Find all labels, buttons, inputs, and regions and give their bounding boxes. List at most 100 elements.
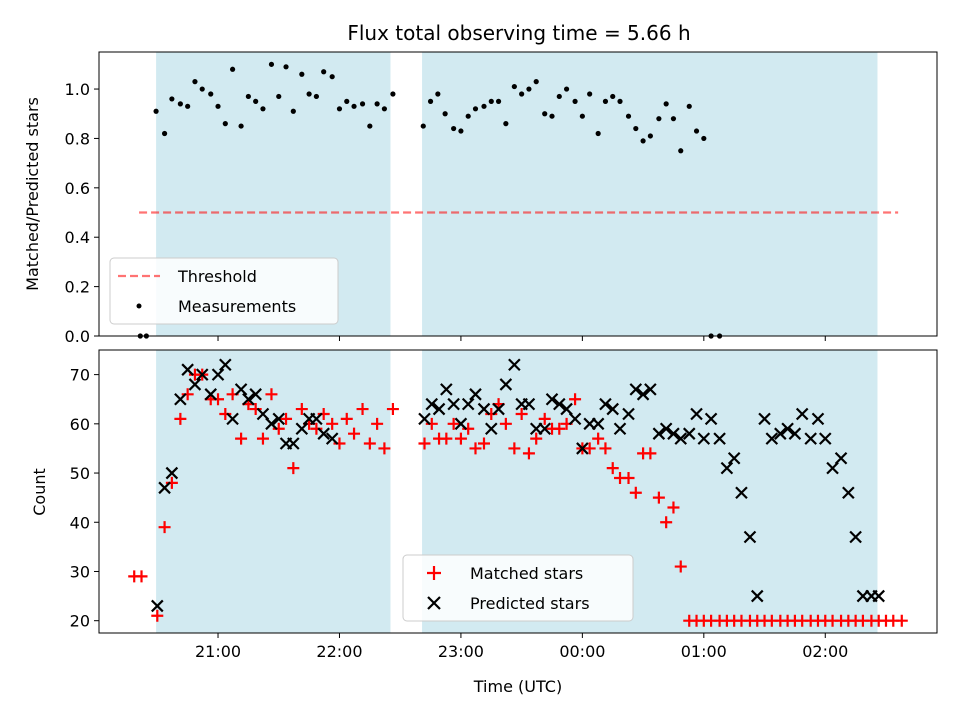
x-axis-label: Time (UTC) — [473, 677, 562, 696]
predicted-star-point — [568, 412, 582, 426]
measurement-point — [268, 61, 275, 67]
measurement-point — [465, 113, 471, 119]
predicted-star-point — [440, 383, 453, 396]
measurement-point — [336, 106, 343, 112]
predicted-star-point — [811, 412, 825, 426]
predicted-star-point — [842, 486, 855, 500]
matched-star-point — [477, 437, 490, 450]
x-tick-label: 22:00 — [316, 642, 362, 661]
matched-star-point — [583, 442, 596, 455]
predicted-star-point — [485, 422, 498, 436]
predicted-star-point — [174, 392, 187, 406]
measurement-point — [678, 148, 684, 154]
matched-star-point — [622, 471, 635, 484]
predicted-star-point — [743, 530, 757, 544]
predicted-star-point — [317, 427, 330, 440]
predicted-star-point — [325, 432, 339, 445]
measurement-point — [595, 130, 601, 137]
measurement-point — [208, 91, 214, 97]
predicted-star-point — [477, 402, 491, 416]
measurement-point — [693, 128, 700, 134]
predicted-star-point — [181, 363, 194, 376]
measurement-point — [153, 108, 159, 114]
x-tick-label: 02:00 — [802, 642, 848, 661]
predicted-star-point — [256, 407, 270, 421]
predicted-star-point — [432, 402, 446, 416]
x-tick-label: 21:00 — [195, 642, 241, 661]
matched-star-point — [371, 417, 384, 430]
measurement-point — [381, 106, 388, 112]
matched-star-point — [629, 486, 642, 499]
predicted-star-point — [165, 466, 179, 480]
predicted-star-point — [606, 402, 620, 416]
predicted-star-point — [704, 412, 718, 426]
predicted-star-point — [795, 407, 809, 421]
measurement-point — [359, 101, 366, 107]
matched-star-point — [212, 393, 225, 406]
predicted-star-point — [667, 427, 680, 440]
predicted-star-point — [750, 589, 764, 603]
bottom-legend-label-matched: Matched stars — [470, 564, 583, 583]
measurement-point — [238, 123, 244, 129]
matched-star-point — [667, 501, 680, 514]
predicted-star-point — [204, 388, 218, 401]
predicted-star-point — [834, 452, 848, 465]
matched-legend-swatch — [427, 566, 441, 580]
measurement-point — [542, 111, 548, 117]
matched-star-point — [425, 417, 438, 430]
top-panel: 0.0 0.2 0.4 0.6 0.8 1.0 Matched/Predicted sta… — [23, 51, 938, 346]
matched-star-point — [660, 516, 673, 529]
predicted-star-point — [690, 407, 703, 421]
predicted-star-point — [461, 397, 475, 411]
x-tick-label: 00:00 — [559, 642, 605, 661]
measurement-point — [663, 101, 669, 107]
measurement-point — [253, 98, 259, 104]
predicted-star-point — [727, 452, 741, 465]
matched-star-point — [553, 422, 566, 435]
measurement-point — [602, 98, 609, 104]
measurement-point — [329, 74, 335, 80]
predicted-star-point — [151, 599, 164, 613]
predicted-star-point — [697, 432, 711, 445]
matched-star-point — [418, 437, 431, 450]
predicted-star-point — [553, 397, 566, 411]
measurement-point — [686, 103, 692, 109]
top-y-tick-label: 0.4 — [65, 228, 90, 247]
matched-star-point — [135, 570, 148, 583]
bottom-y-tick-label: 40 — [70, 513, 90, 532]
measurement-point — [526, 86, 532, 92]
matched-star-point — [174, 412, 187, 425]
matched-star-point — [363, 437, 376, 450]
predicted-star-point — [469, 388, 482, 401]
x-tick-label: 23:00 — [438, 642, 484, 661]
predicted-star-point — [219, 358, 232, 372]
bottom-plot-frame — [98, 349, 938, 634]
bottom-panel: 20 30 40 50 60 70 21:00 22:00 23:00 00:00 01:00 02… — [30, 349, 938, 696]
measurement-point — [192, 79, 198, 85]
matched-star-point — [256, 432, 269, 445]
matched-star-point — [592, 432, 605, 445]
measurement-point — [229, 66, 236, 72]
measurement-point — [169, 96, 175, 102]
matched-star-point — [508, 442, 521, 455]
matched-star-point — [499, 417, 512, 430]
matched-star-point — [340, 412, 353, 425]
measurement-point — [451, 125, 457, 132]
matched-star-point — [386, 403, 399, 416]
predicted-star-point — [774, 427, 787, 440]
top-y-tick-label: 0.2 — [65, 278, 90, 297]
predicted-star-point — [674, 432, 688, 445]
measurement-point — [313, 93, 319, 100]
measurement-point — [374, 101, 380, 107]
measurement-point — [420, 123, 426, 129]
measurement-point — [617, 98, 623, 104]
predicted-star-point — [508, 358, 521, 372]
predicted-star-point — [713, 432, 726, 445]
predicted-star-point — [454, 417, 468, 431]
measurement-point — [610, 93, 616, 100]
matched-star-point — [272, 422, 285, 435]
measurement-point — [488, 98, 494, 104]
predicted-star-point — [636, 388, 650, 401]
measurement-point — [533, 79, 539, 85]
predicted-star-point — [629, 383, 643, 396]
